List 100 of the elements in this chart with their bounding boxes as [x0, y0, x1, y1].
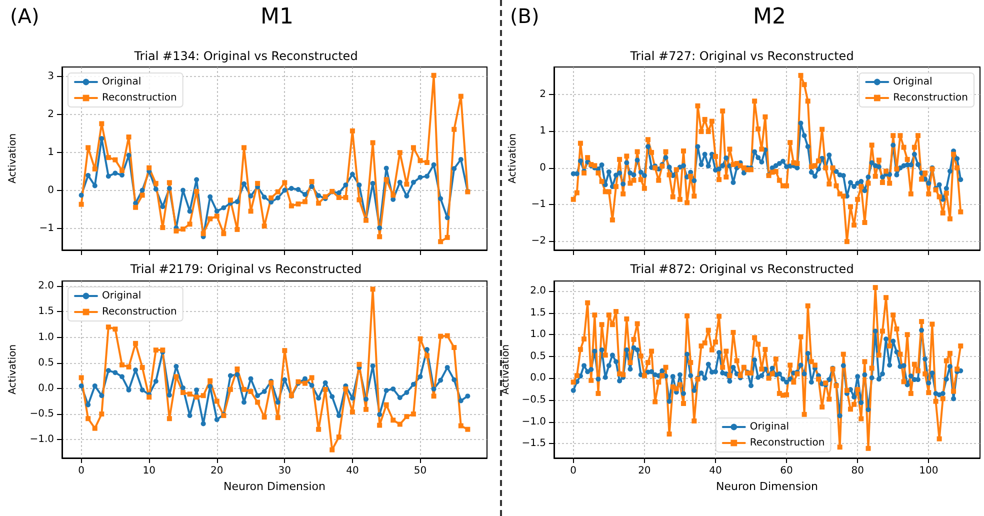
point — [92, 383, 98, 388]
point — [458, 94, 464, 99]
legend-label: Original — [750, 422, 790, 432]
point — [234, 226, 240, 232]
point — [86, 402, 91, 408]
point — [438, 378, 444, 383]
point — [296, 201, 301, 206]
point — [275, 195, 280, 200]
point — [452, 377, 457, 382]
point — [438, 334, 444, 339]
x-tick-label: 60 — [780, 466, 793, 476]
point — [200, 231, 206, 236]
point — [364, 396, 369, 402]
point — [444, 234, 450, 240]
point — [404, 414, 410, 420]
point — [86, 145, 91, 150]
text: (B) — [510, 4, 540, 28]
point — [452, 126, 457, 132]
point — [187, 222, 192, 227]
point — [194, 394, 200, 400]
point — [384, 388, 389, 393]
point — [438, 239, 444, 244]
point — [336, 413, 342, 418]
point — [92, 426, 98, 431]
point — [431, 162, 436, 168]
point — [309, 184, 314, 189]
point — [187, 413, 192, 418]
point — [214, 417, 220, 422]
point — [119, 172, 124, 178]
y-tick-label: 2.0 — [530, 286, 546, 297]
point — [424, 347, 430, 352]
point — [262, 194, 267, 200]
point — [214, 214, 220, 219]
point — [404, 182, 410, 187]
point — [174, 228, 179, 234]
point — [330, 394, 335, 400]
point — [377, 412, 382, 418]
point — [384, 177, 389, 182]
point — [404, 390, 410, 396]
y-tick-label: −2 — [531, 236, 546, 247]
point — [390, 192, 396, 198]
point — [146, 165, 152, 170]
point — [242, 181, 246, 186]
point — [431, 394, 436, 399]
x-tick-label: 50 — [414, 466, 427, 476]
point — [424, 353, 430, 358]
point — [248, 388, 254, 394]
point — [458, 423, 464, 428]
point — [153, 180, 158, 186]
point — [262, 414, 267, 420]
point — [336, 194, 342, 200]
point — [309, 179, 314, 184]
point — [140, 387, 145, 392]
y-tick-label: 1 — [48, 147, 54, 158]
y-tick-label: −0.5 — [30, 408, 54, 420]
point — [194, 177, 200, 182]
point — [78, 375, 84, 380]
point — [140, 364, 145, 370]
y-tick-label: 0 — [48, 185, 54, 196]
point — [214, 398, 220, 404]
y-tick-label: −1.0 — [522, 416, 546, 428]
point — [282, 348, 288, 354]
point — [208, 378, 213, 384]
legend-label: Original — [102, 290, 142, 302]
y-tick-label: 0.5 — [38, 357, 54, 368]
point — [255, 400, 260, 405]
point — [228, 198, 233, 203]
point — [302, 192, 308, 197]
point — [370, 286, 376, 292]
legend-label: Reconstruction — [750, 438, 825, 448]
point — [444, 333, 450, 338]
point — [112, 157, 118, 162]
point — [452, 345, 457, 350]
y-tick-label: −1.0 — [30, 434, 54, 446]
point — [214, 208, 220, 214]
y-tick-label: 1.5 — [38, 306, 54, 318]
point — [356, 197, 362, 202]
point — [262, 224, 267, 229]
point — [356, 362, 362, 367]
point — [309, 382, 314, 388]
chart-title: Trial #727: Original vs Reconstructed — [629, 49, 854, 63]
point — [316, 426, 322, 432]
point — [343, 182, 348, 188]
point — [78, 202, 84, 207]
point — [397, 422, 402, 427]
point — [166, 180, 172, 186]
point — [86, 172, 91, 178]
point — [410, 145, 416, 150]
point — [282, 377, 288, 382]
point — [418, 158, 423, 164]
point — [431, 386, 436, 392]
point — [99, 136, 104, 142]
point — [160, 204, 166, 210]
point — [330, 447, 335, 452]
point — [78, 192, 84, 198]
point — [438, 196, 444, 202]
y-tick-label: −1 — [531, 199, 546, 210]
point — [458, 156, 464, 162]
point — [208, 194, 213, 200]
point — [180, 390, 186, 396]
